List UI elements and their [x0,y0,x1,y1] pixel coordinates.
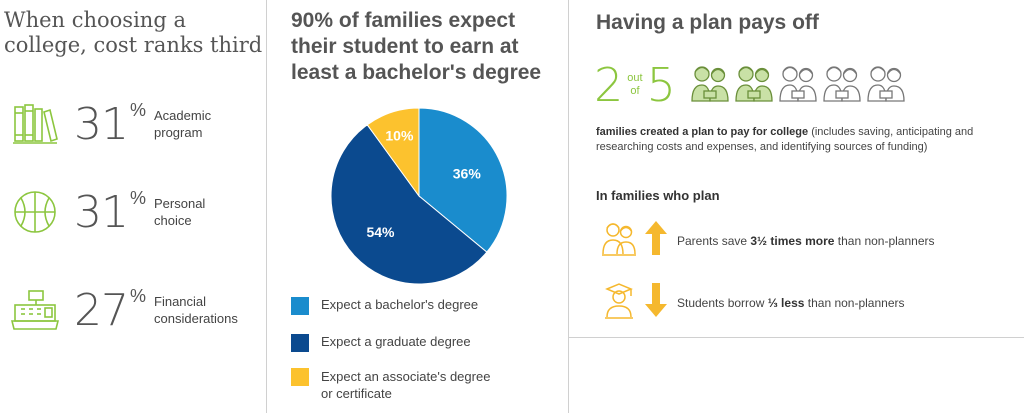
family-unplanned-icon [866,61,906,110]
ratio-total: 5 [646,58,676,112]
family-planned-icon [690,61,730,110]
section-divider [569,337,1024,338]
panel3-title: Having a plan pays off [596,11,819,34]
legend-label-graduate: Expect a graduate degree [321,334,471,349]
ratio-count: 2 [594,58,624,112]
cash-register-icon [10,285,60,335]
pie-label-0: 36% [453,166,482,182]
family-icons [686,61,906,110]
stat-financial-label: Financial considerations [154,293,264,327]
row-parents-save: Parents save 3½ times more than non-plan… [601,218,935,263]
legend-label-bachelors: Expect a bachelor's degree [321,297,479,312]
column-divider-1 [266,0,267,413]
row1-bold: 3½ times more [750,233,835,248]
stat-financial: 27 % Financial considerations [10,280,264,340]
students-borrow-text: Students borrow ⅓ less than non-planners [677,296,905,310]
stat-academic: 31 % Academic program [10,94,264,154]
column-divider-2 [568,0,569,413]
row-students-borrow: Students borrow ⅓ less than non-planners [601,280,905,325]
stat-financial-value: 27 [74,284,129,336]
panel1-title: When choosing a college, cost ranks thir… [4,8,262,58]
families-description: families created a plan to pay for colle… [596,125,1016,155]
parents-save-text: Parents save 3½ times more than non-plan… [677,234,935,248]
pie-slice-2 [366,107,420,198]
row2-bold: ⅓ less [767,295,805,310]
subsection-title: In families who plan [596,188,720,203]
pie-label-1: 54% [366,224,395,240]
panel2-title-line2: their student to earn at [291,35,519,58]
stat-academic-label-line1: Academic [154,108,212,123]
stat-financial-unit: % [130,286,147,306]
families-ratio: 2 out of 5 [594,58,906,112]
legend-swatch-graduate [291,334,309,352]
down-arrow-icon [645,283,667,322]
stat-academic-unit: % [130,100,147,120]
books-icon [10,99,60,149]
row1-pre: Parents save [677,233,751,248]
panel2-title-line1: 90% of families expect [291,9,516,32]
stat-financial-label-line2: considerations [154,311,238,326]
panel2-title: 90% of families expect their student to … [291,8,541,86]
pie-label-2: 10% [385,128,414,144]
cost-rank-panel: When choosing a college, cost ranks thir… [0,0,265,413]
family-unplanned-icon [822,61,862,110]
family-unplanned-icon [778,61,818,110]
stat-personal-label: Personal choice [154,195,264,229]
legend-label-associate-line1: Expect an associate's degree [321,369,491,384]
stat-personal-value: 31 [74,186,129,238]
pie-slice-1 [330,124,488,285]
desc-bold: families created a plan to pay for colle… [596,126,809,138]
plan-panel: Having a plan pays off 2 out of 5 [569,0,1024,413]
legend-swatch-associate [291,368,309,386]
desc-rest: (includes saving, anticipating and resea… [596,126,974,153]
stat-financial-label-line1: Financial [154,294,207,309]
graduate-icon [601,280,637,325]
panel1-title-line1: When choosing a [4,8,186,32]
ratio-of-word: of [630,85,640,97]
row2-post: than non-planners [804,295,905,310]
family-planned-icon [734,61,774,110]
legend-item-bachelors: Expect a bachelor's degree [291,297,478,315]
stat-personal: 31 % Personal choice [10,182,264,242]
degree-expectation-panel: 90% of families expect their student to … [267,0,567,413]
up-arrow-icon [645,221,667,260]
row1-post: than non-planners [834,233,935,248]
basketball-icon [10,187,60,237]
stat-personal-label-line1: Personal [154,196,206,211]
stat-academic-value: 31 [74,98,129,150]
stat-academic-label-line2: program [154,125,203,140]
panel1-title-line2: college, cost ranks third [4,33,263,57]
legend-item-associate: Expect an associate's degree or certific… [291,368,490,402]
degree-pie-chart: 36% 54% 10% [330,107,508,285]
stat-personal-unit: % [130,188,147,208]
panel2-title-line3: least a bachelor's degree [291,61,542,84]
row2-pre: Students borrow [677,295,768,310]
parents-icon [601,218,637,263]
pie-slice-0 [418,107,508,253]
ratio-out-of: out of [627,72,642,98]
stat-personal-label-line2: choice [154,213,192,228]
legend-swatch-bachelors [291,297,309,315]
ratio-out-word: out [627,72,643,84]
stat-academic-label: Academic program [154,107,264,141]
legend-label-associate: Expect an associate's degree or certific… [321,368,490,402]
legend-item-graduate: Expect a graduate degree [291,334,471,352]
legend-label-associate-line2: or certificate [321,386,392,401]
